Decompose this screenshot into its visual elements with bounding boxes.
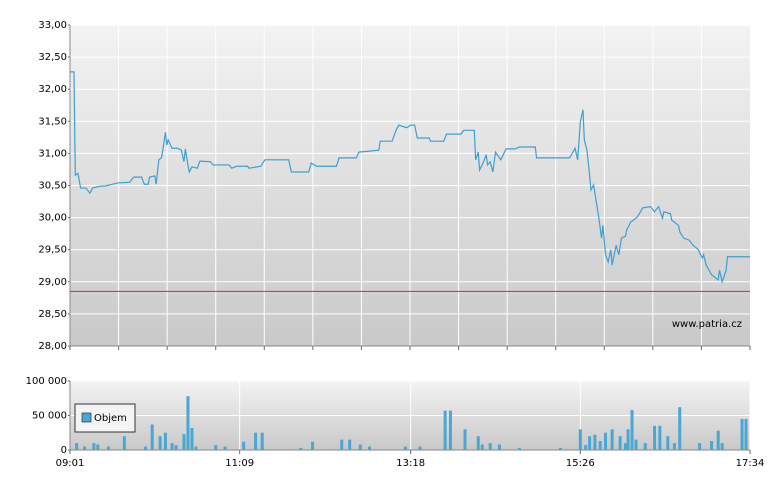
volume-bar (144, 446, 148, 450)
volume-bar (403, 446, 407, 450)
volume-bar (418, 446, 422, 450)
volume-bar (83, 446, 87, 450)
volume-bar (653, 425, 657, 450)
volume-bar (348, 439, 352, 450)
watermark: www.patria.cz (672, 319, 742, 330)
volume-bar (488, 443, 492, 450)
volume-bar (311, 441, 315, 450)
x-tick-label: 11:09 (225, 458, 254, 469)
legend-label: Objem (94, 413, 127, 424)
volume-bar (358, 444, 362, 450)
volume-bar (242, 441, 246, 450)
volume-bar (618, 436, 622, 450)
volume-bar (610, 429, 614, 450)
volume-bar (158, 436, 162, 450)
y-tick-label: 0 (61, 445, 67, 456)
volume-bar (443, 410, 447, 450)
x-tick-label: 17:34 (736, 458, 765, 469)
volume-bar (182, 434, 186, 450)
volume-bar (517, 447, 521, 450)
volume-bar (190, 427, 194, 450)
volume-bar (194, 446, 198, 450)
volume-bar (720, 443, 724, 450)
y-tick-label: 100 000 (26, 376, 67, 387)
volume-bar (170, 443, 174, 450)
volume-bar (448, 410, 452, 450)
volume-bar (75, 443, 79, 450)
x-tick-label: 15:26 (566, 458, 595, 469)
x-tick-label: 09:01 (56, 458, 85, 469)
volume-bar (593, 434, 597, 450)
volume-bar (150, 424, 154, 450)
y-tick-label: 32,00 (38, 84, 67, 95)
y-tick-label: 50 000 (32, 411, 67, 422)
y-tick-label: 28,00 (38, 341, 67, 352)
volume-bar (480, 444, 484, 450)
volume-bar (558, 447, 562, 450)
volume-bar (174, 445, 178, 450)
volume-bar (497, 444, 501, 450)
y-tick-label: 30,00 (38, 213, 67, 224)
y-tick-label: 30,50 (38, 181, 67, 192)
volume-bar (463, 429, 467, 450)
x-tick-label: 13:18 (396, 458, 425, 469)
volume-bar (604, 432, 608, 450)
volume-bar (299, 447, 303, 450)
volume-bar (710, 441, 714, 450)
volume-bar (260, 432, 264, 450)
y-tick-label: 33,00 (38, 20, 67, 31)
volume-bar (658, 425, 662, 450)
volume-bar (598, 441, 602, 450)
y-tick-label: 32,50 (38, 52, 67, 63)
price-line (70, 71, 750, 284)
volume-bar (740, 418, 744, 450)
volume-bar (214, 445, 218, 450)
volume-bar (588, 436, 592, 450)
volume-bar (634, 439, 638, 450)
volume-bar (678, 407, 682, 450)
volume-bar (186, 396, 190, 450)
volume-bar (368, 446, 372, 450)
volume-bar (122, 436, 126, 450)
volume-bar (578, 429, 582, 450)
volume-bar (223, 446, 227, 450)
volume-bar (630, 409, 634, 450)
volume-bar (744, 418, 748, 450)
volume-bar (163, 432, 167, 450)
y-tick-label: 29,00 (38, 277, 67, 288)
volume-bar (698, 443, 702, 450)
volume-bar (476, 436, 480, 450)
y-tick-label: 28,50 (38, 309, 67, 320)
volume-bar (106, 446, 110, 450)
volume-bar (340, 439, 344, 450)
volume-bar (96, 444, 100, 450)
volume-bar (666, 436, 670, 450)
y-tick-label: 29,50 (38, 245, 67, 256)
volume-bar (716, 430, 720, 450)
volume-bar (626, 429, 630, 450)
volume-bar (643, 443, 647, 450)
y-tick-label: 31,00 (38, 148, 67, 159)
legend-swatch (81, 412, 92, 423)
volume-bar (623, 443, 627, 450)
volume-bar (92, 443, 96, 450)
y-tick-label: 31,50 (38, 116, 67, 127)
volume-bar (254, 432, 258, 450)
volume-bar (672, 443, 676, 450)
volume-bar (584, 445, 588, 450)
